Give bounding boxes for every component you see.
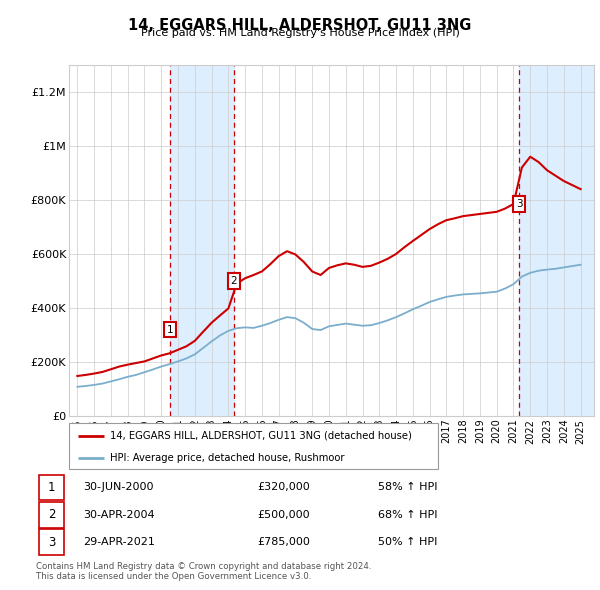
Text: 2: 2	[48, 508, 55, 522]
Text: HPI: Average price, detached house, Rushmoor: HPI: Average price, detached house, Rush…	[110, 453, 344, 463]
FancyBboxPatch shape	[39, 529, 64, 555]
Text: 3: 3	[516, 199, 523, 209]
Text: 3: 3	[48, 536, 55, 549]
Text: 30-APR-2004: 30-APR-2004	[83, 510, 155, 520]
Text: 14, EGGARS HILL, ALDERSHOT, GU11 3NG: 14, EGGARS HILL, ALDERSHOT, GU11 3NG	[128, 18, 472, 32]
Text: £320,000: £320,000	[257, 483, 310, 493]
Text: 30-JUN-2000: 30-JUN-2000	[83, 483, 154, 493]
FancyBboxPatch shape	[39, 502, 64, 527]
Bar	[170, 65, 234, 416]
Text: £785,000: £785,000	[257, 537, 310, 547]
FancyBboxPatch shape	[69, 423, 438, 469]
Text: 68% ↑ HPI: 68% ↑ HPI	[378, 510, 438, 520]
Text: 2: 2	[230, 276, 237, 286]
Text: Contains HM Land Registry data © Crown copyright and database right 2024.
This d: Contains HM Land Registry data © Crown c…	[36, 562, 371, 581]
Text: 50% ↑ HPI: 50% ↑ HPI	[378, 537, 437, 547]
Text: 14, EGGARS HILL, ALDERSHOT, GU11 3NG (detached house): 14, EGGARS HILL, ALDERSHOT, GU11 3NG (de…	[110, 431, 412, 441]
Text: 1: 1	[166, 324, 173, 335]
FancyBboxPatch shape	[39, 474, 64, 500]
Text: 58% ↑ HPI: 58% ↑ HPI	[378, 483, 438, 493]
Text: 1: 1	[48, 481, 55, 494]
Text: Price paid vs. HM Land Registry's House Price Index (HPI): Price paid vs. HM Land Registry's House …	[140, 28, 460, 38]
Text: £500,000: £500,000	[257, 510, 310, 520]
Bar	[519, 65, 594, 416]
Text: 29-APR-2021: 29-APR-2021	[83, 537, 155, 547]
